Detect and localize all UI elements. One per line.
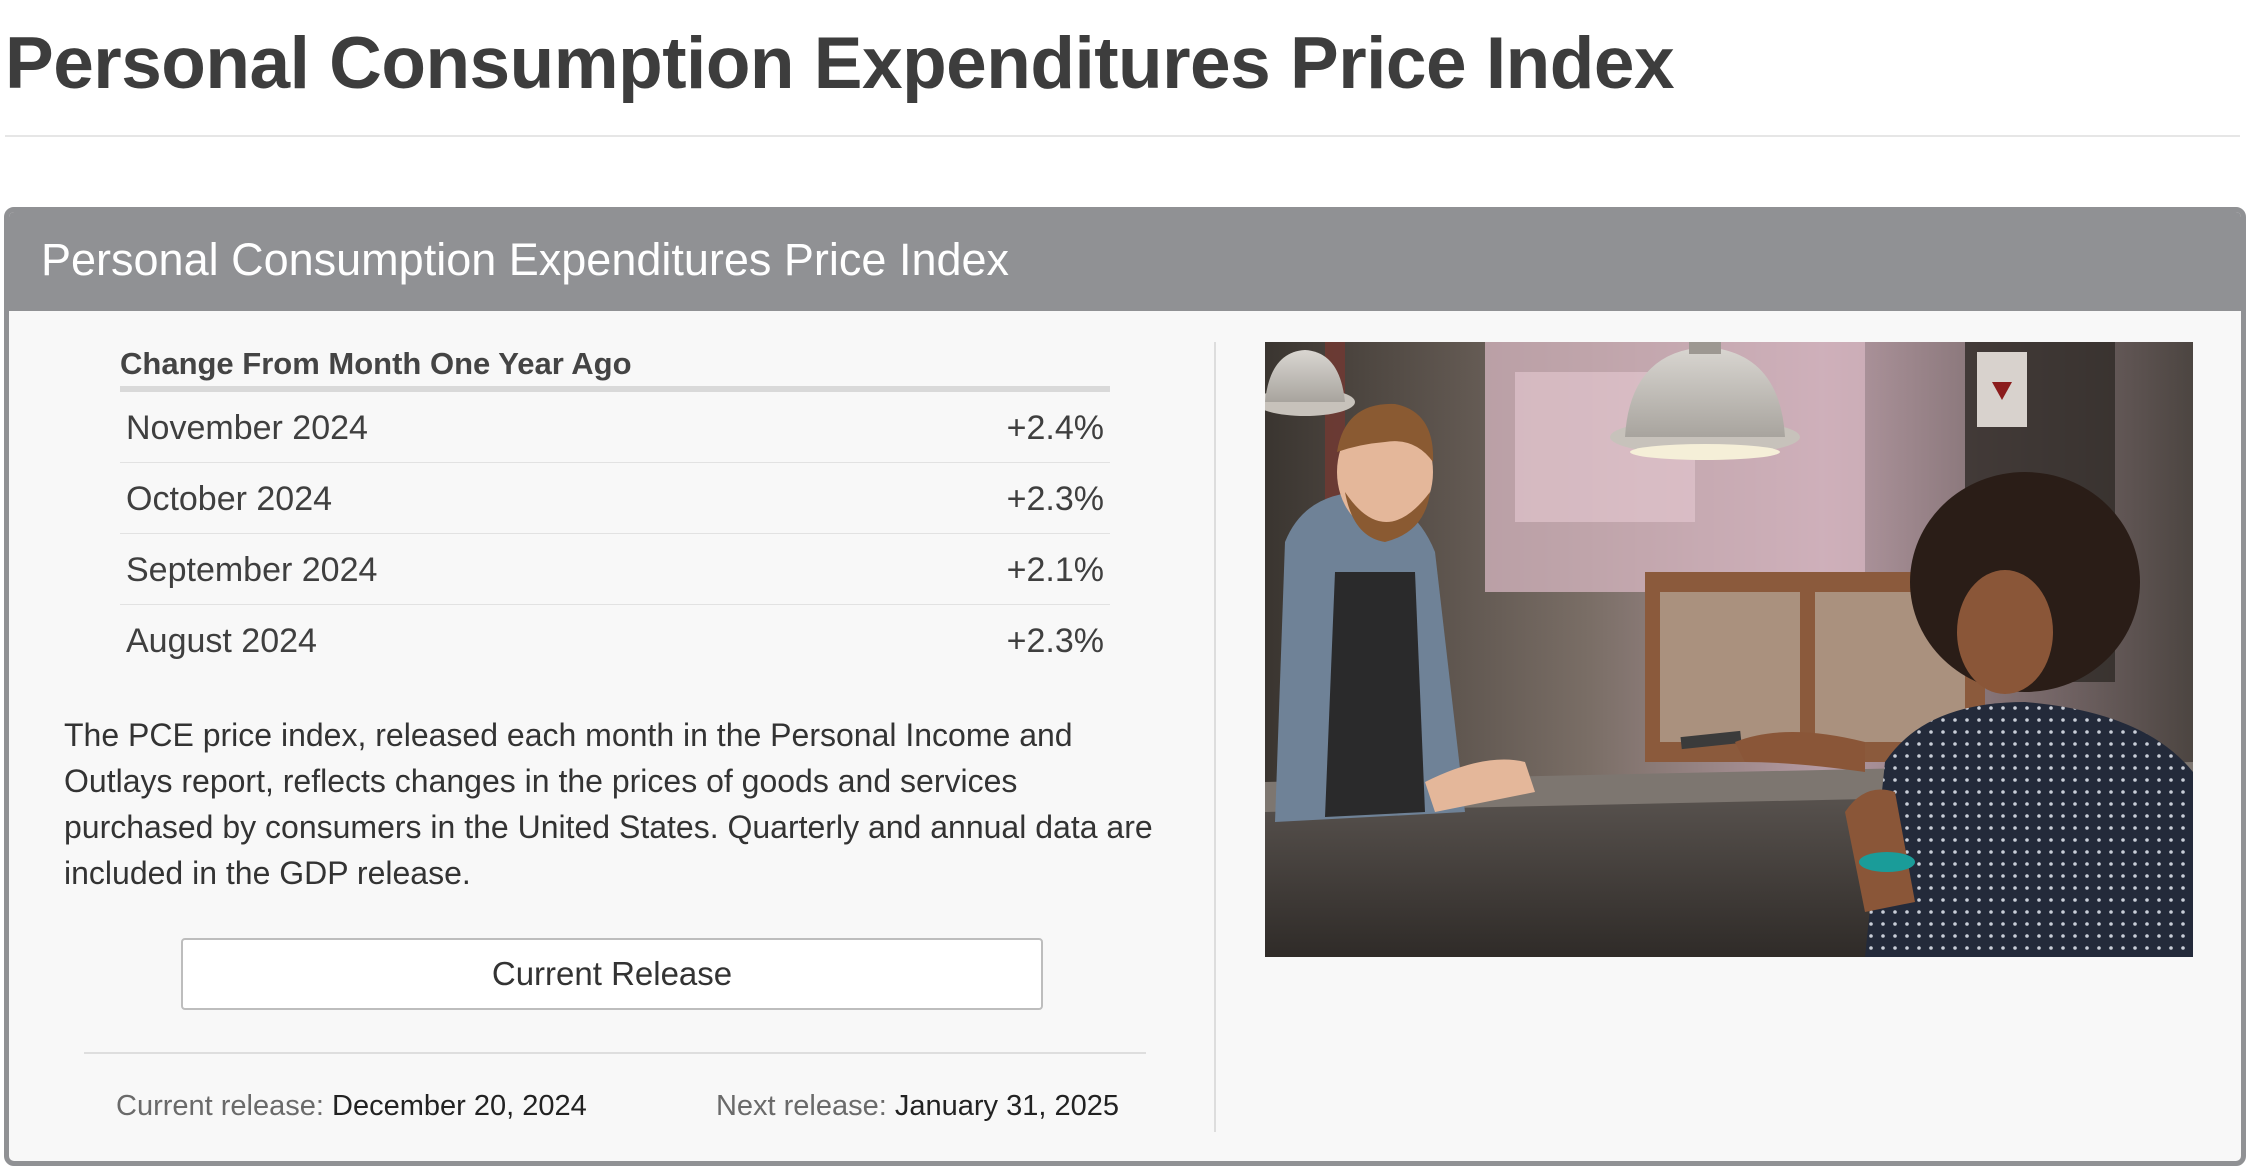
row-change: +2.3% [1006, 622, 1104, 660]
page-title: Personal Consumption Expenditures Price … [5, 23, 1675, 104]
row-change: +2.1% [1006, 551, 1104, 589]
row-change: +2.4% [1006, 409, 1104, 447]
next-release-label: Next release: [715, 1090, 887, 1122]
barista-payment-photo [1265, 342, 2193, 957]
row-month: October 2024 [126, 480, 333, 518]
current-release-button[interactable]: Current Release [181, 938, 1043, 1010]
current-release-date: December 20, 2024 [332, 1090, 587, 1122]
table-row: October 2024 +2.3% [120, 463, 1110, 534]
table-row: August 2024 +2.3% [120, 605, 1110, 675]
table-caption: Change From Month One Year Ago [120, 346, 632, 381]
table-row: November 2024 +2.4% [120, 392, 1110, 463]
row-month: November 2024 [126, 409, 368, 447]
row-month: August 2024 [126, 622, 317, 660]
row-change: +2.3% [1006, 480, 1104, 518]
panel-title: Personal Consumption Expenditures Price … [41, 234, 1010, 285]
row-month: September 2024 [126, 551, 378, 589]
change-table: November 2024 +2.4% October 2024 +2.3% S… [120, 392, 1110, 675]
current-release-label: Current release: [116, 1090, 324, 1122]
table-row: September 2024 +2.1% [120, 534, 1110, 605]
footer-divider [84, 1052, 1146, 1054]
current-release-info: Current release: December 20, 2024 [116, 1090, 587, 1123]
next-release-date: January 31, 2025 [894, 1090, 1119, 1122]
pce-description: The PCE price index, released each month… [64, 717, 1153, 891]
column-divider [1214, 342, 1216, 1132]
caption-divider [120, 386, 1110, 392]
panel-header: Personal Consumption Expenditures Price … [9, 212, 2241, 311]
title-divider [5, 135, 2240, 137]
next-release-info: Next release: January 31, 2025 [716, 1090, 1119, 1123]
pce-panel: Personal Consumption Expenditures Price … [4, 207, 2246, 1166]
